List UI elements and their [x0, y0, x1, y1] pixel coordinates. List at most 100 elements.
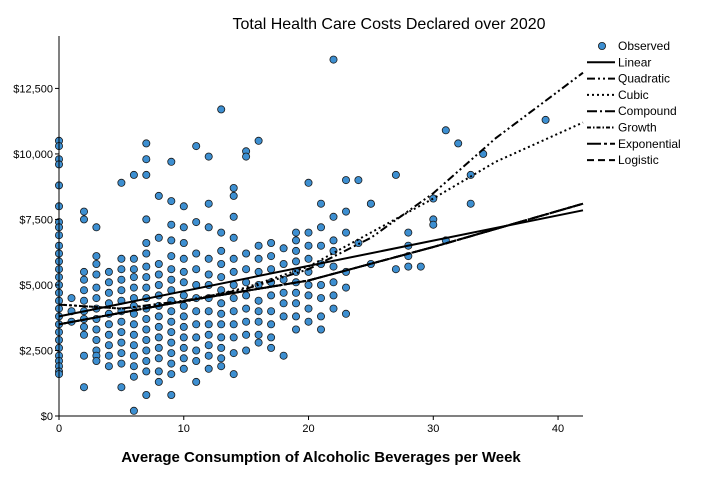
- observed-point: [291, 325, 300, 334]
- fit-line-logistic: [58, 202, 584, 326]
- observed-point: [117, 254, 126, 263]
- observed-point: [204, 199, 213, 208]
- observed-point: [316, 312, 325, 321]
- observed-point: [142, 170, 151, 179]
- observed-point: [117, 338, 126, 347]
- observed-point: [279, 288, 288, 297]
- legend-label-compound: Compound: [618, 104, 677, 118]
- observed-point: [204, 223, 213, 232]
- observed-point: [129, 273, 138, 282]
- observed-point: [204, 364, 213, 373]
- observed-point: [429, 194, 438, 203]
- observed-point: [179, 301, 188, 310]
- y-tick-label: $12,500: [13, 83, 53, 95]
- observed-point: [329, 212, 338, 221]
- x-axis-ticks: 0 10 20 30 40: [56, 416, 564, 435]
- observed-point: [267, 252, 276, 261]
- observed-point: [167, 328, 176, 337]
- observed-point: [142, 346, 151, 355]
- observed-point: [254, 330, 263, 339]
- observed-point: [179, 333, 188, 342]
- observed-point: [329, 304, 338, 313]
- observed-point: [92, 335, 101, 344]
- observed-point: [129, 406, 138, 415]
- chart-title: Total Health Care Costs Declared over 20…: [232, 16, 545, 33]
- observed-point: [80, 275, 89, 284]
- observed-point: [154, 191, 163, 200]
- observed-point: [80, 383, 89, 392]
- observed-point: [391, 265, 400, 274]
- observed-point: [80, 322, 89, 331]
- observed-point: [254, 307, 263, 316]
- observed-point: [242, 317, 251, 326]
- observed-point: [167, 349, 176, 358]
- x-tick-label: 20: [302, 423, 314, 435]
- observed-point: [391, 170, 400, 179]
- observed-point: [129, 265, 138, 274]
- observed-point: [242, 330, 251, 339]
- observed-point: [267, 343, 276, 352]
- observed-point: [304, 280, 313, 289]
- observed-point: [217, 354, 226, 363]
- x-tick-label: 10: [178, 423, 190, 435]
- observed-point: [192, 307, 201, 316]
- observed-point: [192, 377, 201, 386]
- observed-point: [92, 223, 101, 232]
- observed-point: [154, 233, 163, 242]
- observed-point: [129, 330, 138, 339]
- observed-point: [167, 157, 176, 166]
- observed-point: [192, 320, 201, 329]
- legend-label-growth: Growth: [618, 121, 657, 135]
- observed-point: [254, 338, 263, 347]
- observed-point: [341, 283, 350, 292]
- observed-point: [217, 246, 226, 255]
- observed-point: [142, 367, 151, 376]
- observed-point: [179, 291, 188, 300]
- observed-point: [217, 343, 226, 352]
- observed-point: [192, 346, 201, 355]
- observed-point: [142, 314, 151, 323]
- y-tick-label: $0: [41, 411, 53, 423]
- observed-point: [117, 275, 126, 284]
- observed-point: [267, 238, 276, 247]
- observed-point: [142, 139, 151, 148]
- observed-point: [154, 377, 163, 386]
- observed-point: [329, 262, 338, 271]
- observed-point: [204, 351, 213, 360]
- observed-point: [341, 309, 350, 318]
- observed-point: [466, 170, 475, 179]
- observed-point: [316, 199, 325, 208]
- x-tick-label: 40: [552, 423, 564, 435]
- observed-point: [179, 312, 188, 321]
- observed-point: [291, 236, 300, 245]
- observed-point: [291, 312, 300, 321]
- observed-point: [142, 356, 151, 365]
- observed-point: [80, 330, 89, 339]
- observed-point: [117, 383, 126, 392]
- observed-point: [179, 267, 188, 276]
- observed-point: [142, 155, 151, 164]
- observed-point: [267, 307, 276, 316]
- observed-point: [454, 139, 463, 148]
- observed-point: [104, 278, 113, 287]
- observed-point: [217, 259, 226, 268]
- observed-point: [217, 333, 226, 342]
- fit-line-cubic: [58, 121, 584, 310]
- observed-point: [217, 362, 226, 371]
- fit-lines: [58, 71, 584, 326]
- observed-point: [404, 228, 413, 237]
- observed-point: [154, 354, 163, 363]
- observed-point: [80, 296, 89, 305]
- observed-point: [192, 142, 201, 151]
- observed-point: [129, 170, 138, 179]
- y-tick-label: $5,000: [19, 280, 53, 292]
- observed-point: [154, 270, 163, 279]
- observed-point: [154, 343, 163, 352]
- observed-point: [229, 233, 238, 242]
- legend-swatch-observed: [598, 42, 607, 51]
- observed-point: [217, 273, 226, 282]
- y-axis-ticks: $0 $2,500 $5,000 $7,500 $10,000 $12,500: [13, 83, 59, 423]
- observed-point: [104, 351, 113, 360]
- observed-point: [242, 304, 251, 313]
- observed-point: [229, 370, 238, 379]
